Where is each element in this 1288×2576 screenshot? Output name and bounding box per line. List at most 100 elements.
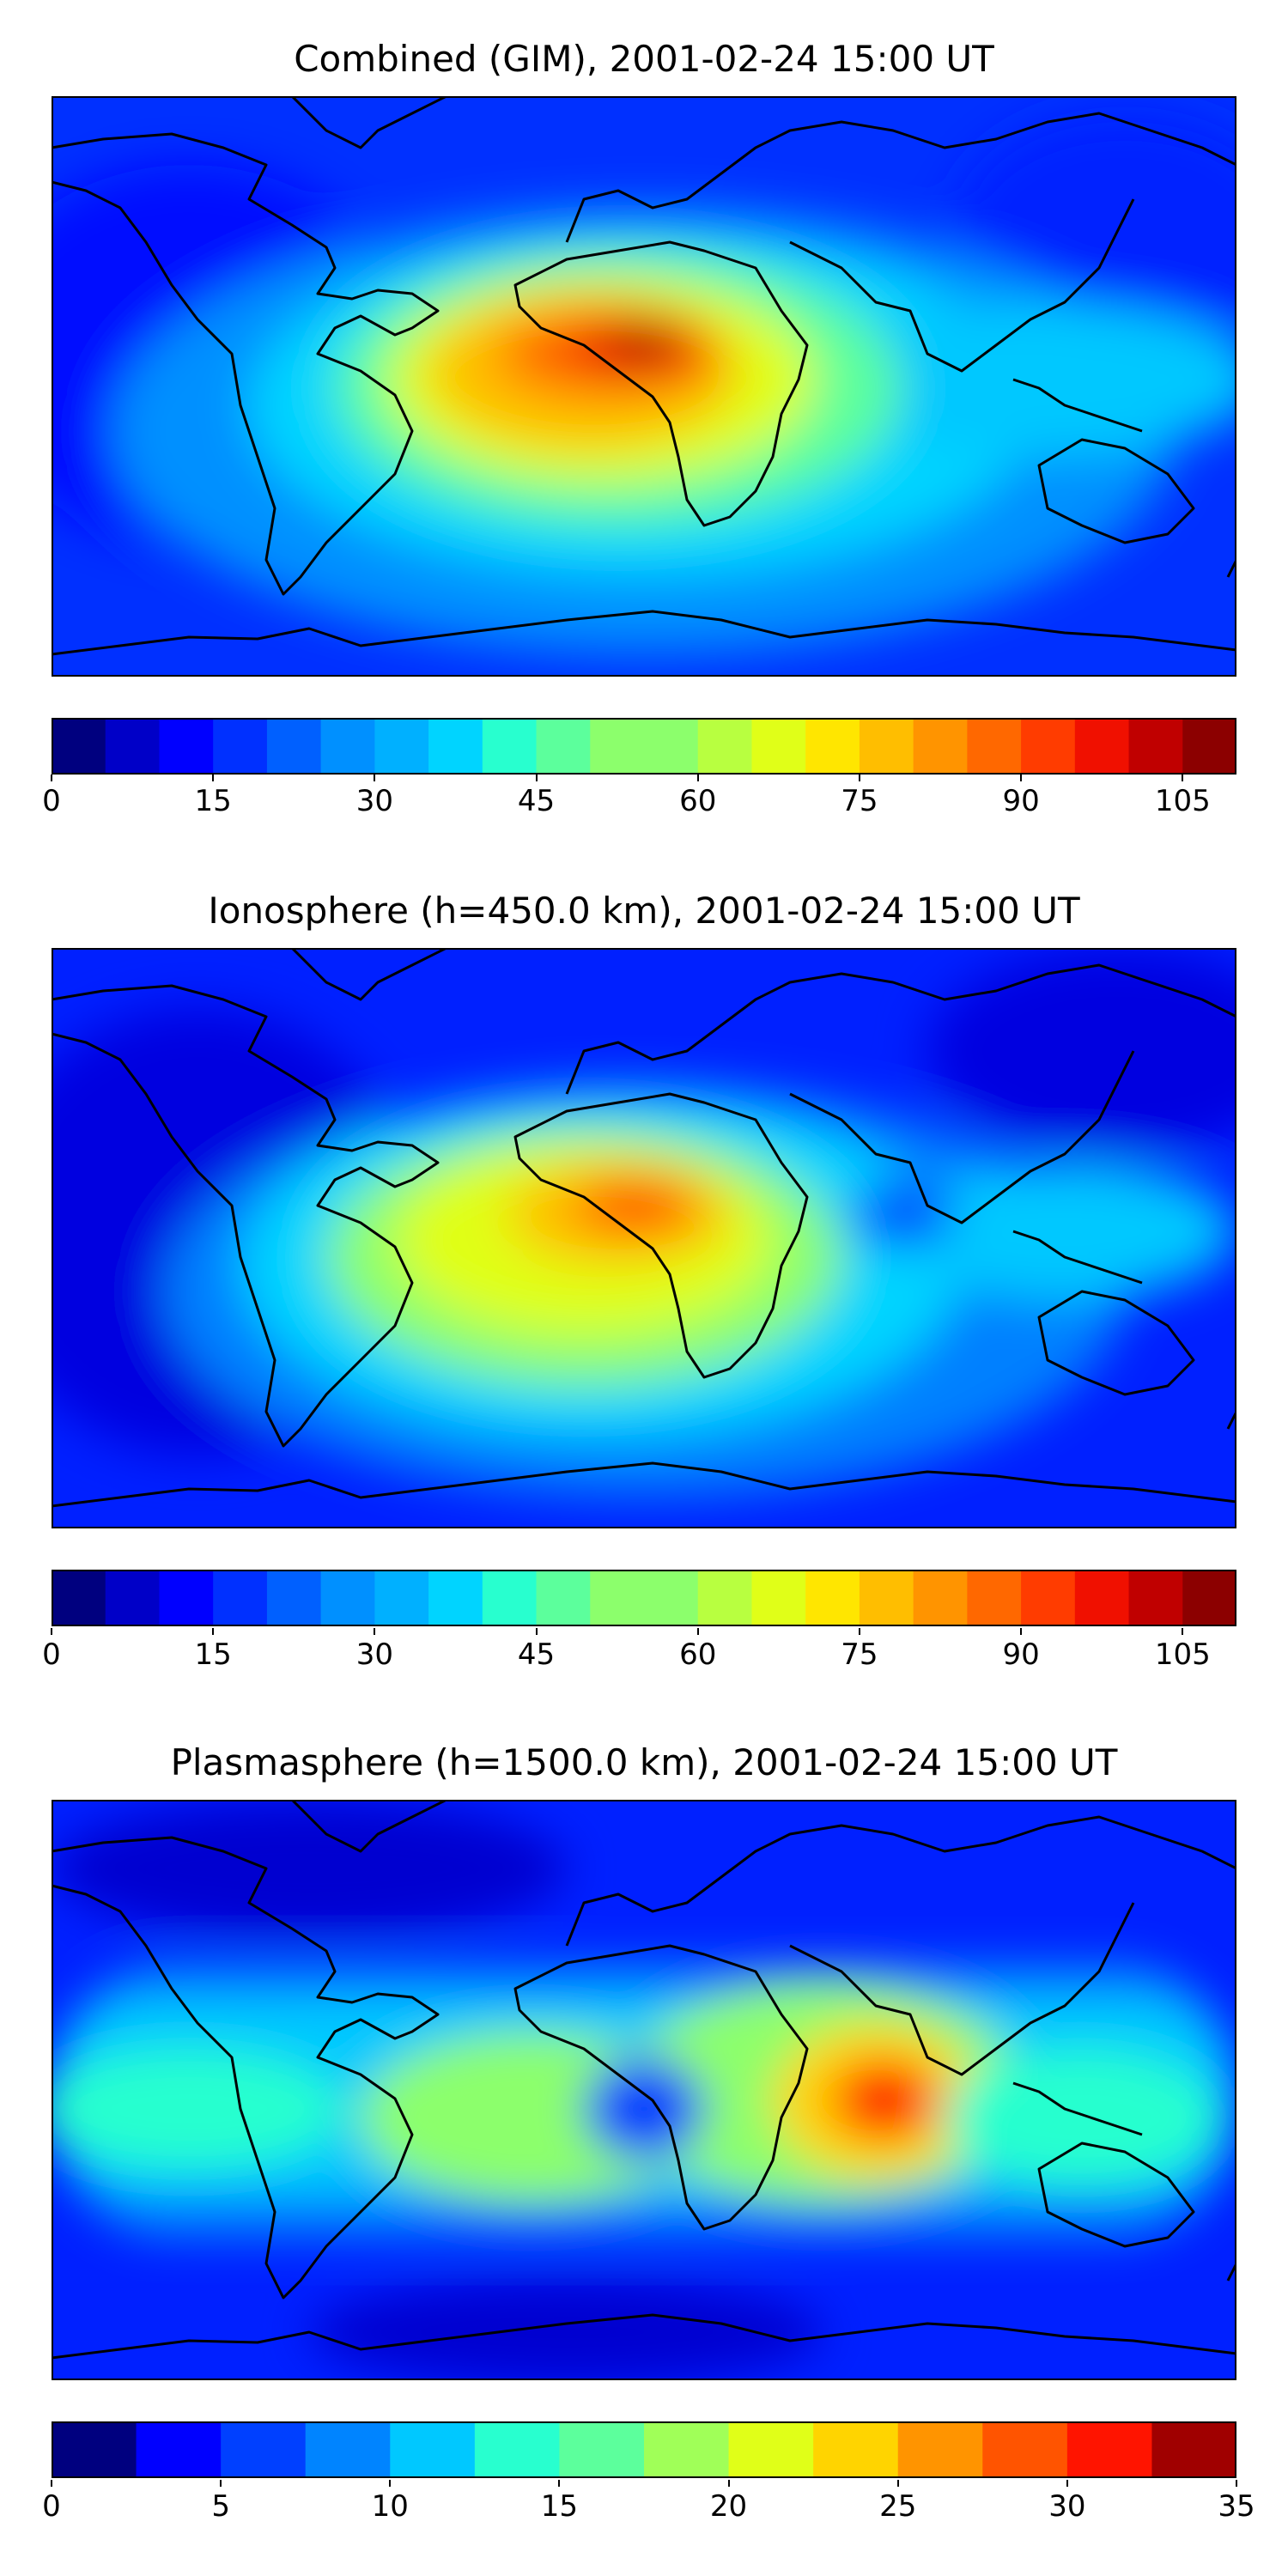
colorbar-segment [1021, 718, 1076, 775]
colorbar-segment [813, 2421, 899, 2478]
colorbar-tick-label: 10 [371, 2489, 409, 2524]
colorbar-segment [536, 718, 591, 775]
colorbar-tick-mark [696, 775, 699, 781]
colorbar-tick-label: 30 [355, 784, 393, 818]
colorbar-tick-mark [535, 1628, 538, 1635]
colorbar-segment [1074, 718, 1130, 775]
panel-title-combined: Combined (GIM), 2001-02-24 15:00 UT [294, 38, 994, 80]
colorbar-tick-label: 30 [355, 1637, 393, 1672]
colorbar-tick-mark [212, 775, 215, 781]
colorbar-segment [859, 718, 914, 775]
colorbar-plasmasphere [52, 2421, 1236, 2478]
colorbar-tick-label: 15 [194, 784, 232, 818]
colorbar-tick-mark [1236, 2480, 1237, 2487]
colorbar-tick-mark [896, 2480, 899, 2487]
colorbar-tick-mark [374, 1628, 376, 1635]
colorbar-segment [482, 1570, 538, 1626]
colorbar-tick-label: 75 [841, 1637, 878, 1672]
colorbar-segment [1151, 2421, 1236, 2478]
colorbar-tick-label: 15 [540, 2489, 579, 2524]
colorbar-tick-label: 15 [194, 1637, 232, 1672]
colorbar-segment [266, 1570, 322, 1626]
colorbar-segment [320, 1570, 375, 1626]
coastlines [52, 96, 1236, 656]
colorbar-segment [967, 718, 1022, 775]
colorbar-tick-mark [1020, 1628, 1023, 1635]
colorbar-segment [159, 1570, 214, 1626]
colorbar-segment [982, 2421, 1068, 2478]
colorbar-segment [213, 718, 268, 775]
colorbar-segment [1182, 718, 1236, 775]
colorbar-segment [305, 2421, 391, 2478]
colorbar-segment [697, 718, 753, 775]
colorbar-segment [1074, 1570, 1130, 1626]
colorbar-segment [644, 718, 699, 775]
colorbar-segment [859, 1570, 914, 1626]
colorbar-segment [428, 1570, 483, 1626]
colorbar-segment [221, 2421, 307, 2478]
colorbar-tick-label: 25 [879, 2489, 917, 2524]
colorbar-segment [913, 718, 968, 775]
colorbar-segment [390, 2421, 476, 2478]
colorbar-segment [105, 718, 161, 775]
colorbar-tick-label: 5 [211, 2489, 230, 2524]
colorbar-segment [320, 718, 375, 775]
colorbar-tick-mark [51, 1628, 52, 1635]
colorbar-tick-label: 60 [679, 1637, 717, 1672]
colorbar-frame [52, 718, 1236, 775]
colorbar-tick-mark [858, 775, 860, 781]
map-frame [52, 96, 1236, 677]
colorbar-tick-label: 45 [517, 784, 556, 818]
colorbar-segment [1021, 1570, 1076, 1626]
colorbar-tick-mark [858, 1628, 860, 1635]
colorbar-segment [805, 1570, 860, 1626]
colorbar-segment [1128, 718, 1183, 775]
colorbar-segment [105, 1570, 161, 1626]
colorbar-segment [52, 2421, 137, 2478]
colorbar-segment [136, 2421, 222, 2478]
colorbar-segment [590, 718, 645, 775]
colorbar-tick-mark [727, 2480, 730, 2487]
colorbar-tick-mark [1066, 2480, 1068, 2487]
colorbar-tick-label: 60 [679, 784, 717, 818]
colorbar-segment [213, 1570, 268, 1626]
panel-title-ionosphere: Ionosphere (h=450.0 km), 2001-02-24 15:0… [208, 890, 1080, 932]
colorbar-tick-mark [51, 2480, 52, 2487]
colorbar-segment [644, 1570, 699, 1626]
colorbar-segment [52, 1570, 106, 1626]
colorbar-tick-label: 105 [1154, 1637, 1211, 1672]
colorbar-frame [52, 1570, 1236, 1626]
colorbar-ionosphere [52, 1570, 1236, 1626]
colorbar-tick-mark [1020, 775, 1023, 781]
colorbar-segment [374, 718, 429, 775]
colorbar-tick-mark [389, 2480, 392, 2487]
colorbar-tick-mark [558, 2480, 561, 2487]
colorbar-segment [751, 718, 806, 775]
colorbar-segment [644, 2421, 730, 2478]
colorbar-segment [1182, 1570, 1236, 1626]
colorbar-segment [536, 1570, 591, 1626]
colorbar-segment [266, 718, 322, 775]
colorbar-segment [374, 1570, 429, 1626]
colorbar-tick-label: 75 [841, 784, 878, 818]
colorbar-tick-label: 105 [1154, 784, 1211, 818]
colorbar-segment [913, 1570, 968, 1626]
colorbar-tick-mark [1182, 1628, 1184, 1635]
colorbar-segment [428, 718, 483, 775]
colorbar-segment [1128, 1570, 1183, 1626]
map-frame [52, 1800, 1236, 2380]
colorbar-tick-label: 0 [42, 784, 61, 818]
colorbar-segments [52, 2421, 1236, 2478]
colorbar-segment [967, 1570, 1022, 1626]
colorbar-segment [751, 1570, 806, 1626]
colorbar-tick-label: 45 [517, 1637, 556, 1672]
colorbar-tick-mark [535, 775, 538, 781]
colorbar-tick-label: 35 [1218, 2489, 1255, 2524]
colorbar-tick-label: 30 [1048, 2489, 1086, 2524]
colorbar-tick-label: 20 [709, 2489, 748, 2524]
panel-title-plasmasphere: Plasmasphere (h=1500.0 km), 2001-02-24 1… [170, 1741, 1118, 1783]
colorbar-segment [697, 1570, 753, 1626]
map-plasmasphere [52, 1800, 1236, 2380]
colorbar-tick-mark [696, 1628, 699, 1635]
colorbar-segment [559, 2421, 645, 2478]
